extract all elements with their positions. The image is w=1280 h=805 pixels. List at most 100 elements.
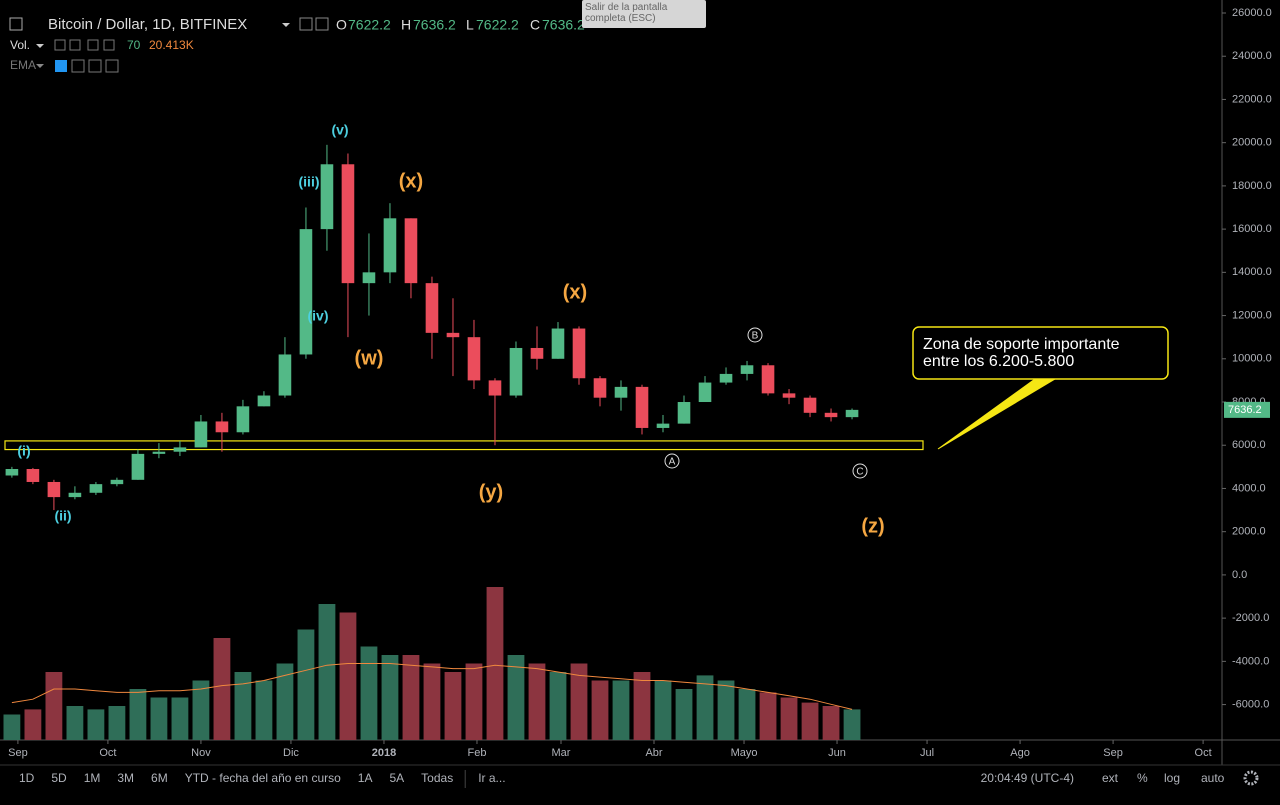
volume-bar xyxy=(507,655,525,740)
tooltip-text: Salir de la pantalla completa (ESC) xyxy=(585,2,668,24)
wave-label: (x) xyxy=(563,281,587,303)
icon[interactable] xyxy=(69,39,81,51)
volume-bar xyxy=(759,692,777,740)
symbol-menu[interactable] xyxy=(282,23,290,27)
y-tick-label: 0.0 xyxy=(1232,569,1247,581)
y-tick-label: 14000.0 xyxy=(1232,266,1272,278)
volume-bar xyxy=(675,689,693,740)
range-button[interactable]: Todas xyxy=(421,771,453,785)
y-tick-label: 20000.0 xyxy=(1232,137,1272,149)
volume-bar xyxy=(339,612,357,740)
candle-body xyxy=(278,354,292,396)
volume-bar xyxy=(297,629,315,740)
icon[interactable] xyxy=(299,17,313,31)
abc-label: B xyxy=(752,331,759,342)
abc-circle xyxy=(747,327,763,343)
candle-body xyxy=(614,386,628,398)
volume-bar xyxy=(45,672,63,740)
y-tick-label: -4000.0 xyxy=(1232,655,1269,667)
volume-bar xyxy=(696,675,714,740)
range-button[interactable]: 1M xyxy=(84,771,101,785)
icon[interactable] xyxy=(105,59,119,73)
range-button[interactable]: 6M xyxy=(151,771,168,785)
candle-body xyxy=(530,347,544,359)
collapse-button[interactable] xyxy=(9,17,23,31)
candle-body xyxy=(677,402,691,424)
price-tag-label: 7636.2 xyxy=(1228,404,1262,416)
wave-label: (x) xyxy=(399,170,423,192)
l-label: L xyxy=(466,17,474,33)
y-tick-label: 18000.0 xyxy=(1232,180,1272,192)
candle-body xyxy=(803,397,817,413)
wave-label: (z) xyxy=(861,515,884,537)
y-tick-label: 22000.0 xyxy=(1232,93,1272,105)
x-tick-label: Nov xyxy=(191,747,211,759)
icon[interactable] xyxy=(71,59,85,73)
candle-body xyxy=(341,164,355,284)
volume-bar xyxy=(66,706,84,740)
candle-body xyxy=(383,218,397,273)
callout-box xyxy=(912,326,1169,380)
option-button[interactable]: ext xyxy=(1102,771,1119,785)
o-label: O xyxy=(336,17,347,33)
h-value: 7636.2 xyxy=(413,17,456,33)
symbol: Bitcoin / Dollar, 1D, BITFINEX xyxy=(48,16,247,33)
range-button[interactable]: 3M xyxy=(117,771,134,785)
ema-menu[interactable] xyxy=(36,64,44,68)
candle-body xyxy=(551,328,565,359)
volume-bar xyxy=(528,663,546,740)
volume-bar xyxy=(192,680,210,740)
vol-menu[interactable] xyxy=(36,44,44,48)
icon[interactable] xyxy=(87,39,99,51)
icon[interactable] xyxy=(88,59,102,73)
candle-body xyxy=(488,380,502,396)
candle-body xyxy=(761,365,775,394)
icon[interactable] xyxy=(315,17,329,31)
option-button[interactable]: % xyxy=(1137,771,1148,785)
candle-body xyxy=(47,481,61,498)
o-value: 7622.2 xyxy=(348,17,391,33)
volume-bar xyxy=(402,655,420,740)
candle-body xyxy=(320,164,334,230)
candle-body xyxy=(635,386,649,428)
volume-bar xyxy=(780,697,798,740)
goto-button[interactable]: Ir a... xyxy=(478,771,505,785)
clock: 20:04:49 (UTC-4) xyxy=(981,771,1074,785)
range-button[interactable]: 1A xyxy=(358,771,373,785)
candle-body xyxy=(257,395,271,407)
icon[interactable] xyxy=(55,60,67,72)
candle-body xyxy=(425,283,439,333)
abc-label: C xyxy=(856,467,863,478)
icon[interactable] xyxy=(54,39,66,51)
range-button[interactable]: 5A xyxy=(389,771,404,785)
option-button[interactable]: auto xyxy=(1201,771,1225,785)
vol-length: 70 xyxy=(127,38,141,52)
volume-bar xyxy=(570,663,588,740)
wave-label: (y) xyxy=(479,481,503,503)
candle-body xyxy=(740,365,754,374)
volume-bar xyxy=(318,604,336,740)
range-button[interactable]: 5D xyxy=(51,771,67,785)
abc-circle xyxy=(852,463,868,479)
y-tick-label: 26000.0 xyxy=(1232,7,1272,19)
volume-bar xyxy=(129,689,147,740)
candle-body xyxy=(215,421,229,433)
price-tag xyxy=(1224,401,1270,418)
volume-bar xyxy=(612,680,630,740)
candle-body xyxy=(194,421,208,448)
icon[interactable] xyxy=(103,39,115,51)
volume-bar xyxy=(255,680,273,740)
y-tick-label: 4000.0 xyxy=(1232,482,1266,494)
y-tick-label: 10000.0 xyxy=(1232,353,1272,365)
wave-label: (i) xyxy=(17,443,30,459)
tooltip-box xyxy=(582,0,706,28)
range-button[interactable]: YTD - fecha del año en curso xyxy=(185,771,341,785)
settings-icon[interactable] xyxy=(1243,770,1259,786)
x-tick-label: Feb xyxy=(467,747,486,759)
x-tick-label: Mar xyxy=(552,747,571,759)
volume-bar xyxy=(276,663,294,740)
wave-label: (w) xyxy=(355,347,384,369)
option-button[interactable]: log xyxy=(1164,771,1180,785)
range-button[interactable]: 1D xyxy=(19,771,35,785)
